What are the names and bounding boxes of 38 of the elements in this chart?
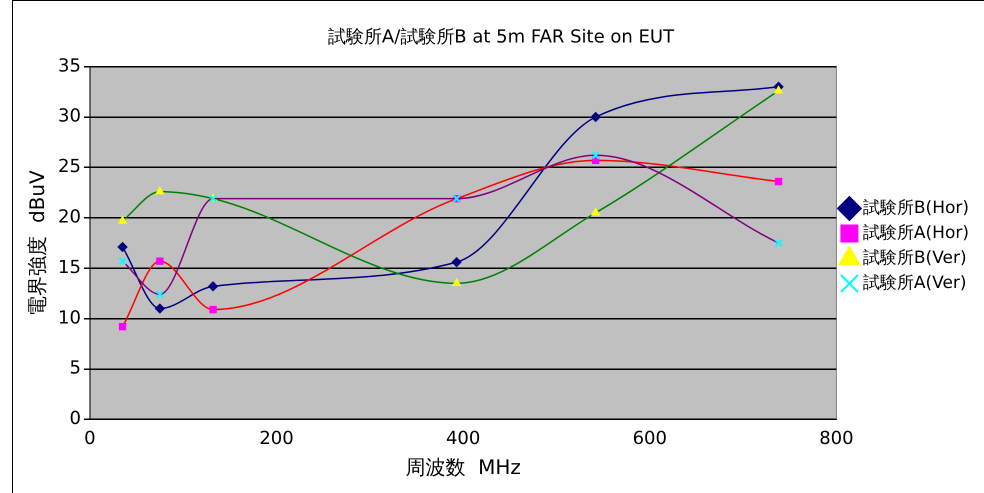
y-tick-label: 25 (58, 156, 81, 178)
point (156, 290, 164, 299)
point (118, 322, 126, 330)
point (774, 238, 783, 248)
point (155, 186, 164, 194)
legend-label: 試験所A(Hor) (862, 222, 969, 243)
chart-title: 試験所A/試験所B at 5m FAR Site on EUT (328, 26, 676, 48)
y-tick-label: 10 (58, 307, 81, 328)
x-tick-label: 200 (259, 428, 294, 449)
point (156, 257, 164, 265)
y-tick-label: 20 (58, 206, 81, 228)
legend-label: 試験所A(Ver) (862, 272, 967, 293)
point (118, 256, 127, 266)
point (591, 151, 600, 160)
x-tick-label: 800 (819, 428, 854, 449)
point (591, 208, 600, 216)
point (774, 178, 782, 186)
point (452, 278, 462, 286)
x-tick-label: 400 (446, 428, 480, 449)
point (209, 306, 217, 314)
point (208, 281, 218, 292)
y-tick-label: 30 (58, 106, 81, 127)
x-tick-label: 0 (84, 428, 96, 449)
point (154, 304, 165, 314)
y-axis-title: 電界強度 dBuV (25, 170, 50, 316)
x-axis-title: 周波数 MHz (405, 455, 521, 480)
point (774, 86, 783, 94)
point (590, 112, 601, 122)
y-tick-label: 0 (69, 408, 81, 430)
legend-label: 試験所B(Ver) (862, 248, 967, 268)
y-tick-label: 5 (69, 358, 81, 379)
point (118, 242, 128, 252)
y-tick-label: 15 (58, 256, 81, 278)
y-tick-label: 35 (58, 55, 81, 76)
point (452, 257, 462, 268)
point (118, 216, 127, 224)
x-tick-label: 600 (632, 428, 667, 449)
legend-label: 試験所B(Hor) (862, 198, 970, 218)
